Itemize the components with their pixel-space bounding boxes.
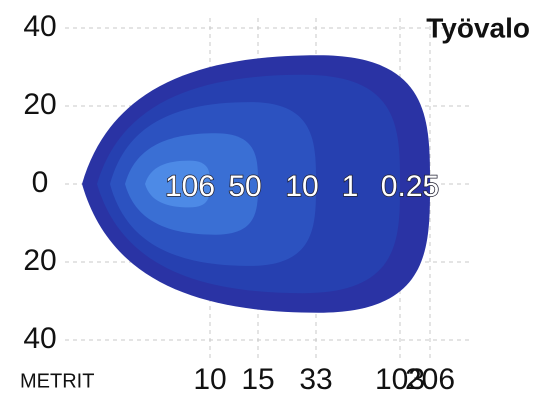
y-tick-label: 20: [23, 244, 56, 277]
y-tick-label: 40: [23, 10, 56, 43]
lux-label: 10: [285, 170, 318, 203]
chart-title: Työvalo: [426, 12, 530, 43]
x-tick-label: 103: [375, 363, 425, 396]
lux-label: 0.25: [381, 170, 439, 203]
y-tick-label: 40: [23, 322, 56, 355]
x-tick-label: 33: [299, 363, 332, 396]
x-tick-label: 206: [405, 363, 455, 396]
x-axis-label: METRIT: [20, 370, 94, 392]
y-tick-label: 0: [32, 166, 49, 199]
x-tick-label: 15: [241, 363, 274, 396]
lux-label: 1: [342, 170, 359, 203]
y-tick-label: 20: [23, 88, 56, 121]
lux-label: 50: [228, 170, 261, 203]
isolux-contour: [145, 160, 210, 208]
x-tick-label: 10: [193, 363, 226, 396]
lux-label: 106: [165, 170, 215, 203]
